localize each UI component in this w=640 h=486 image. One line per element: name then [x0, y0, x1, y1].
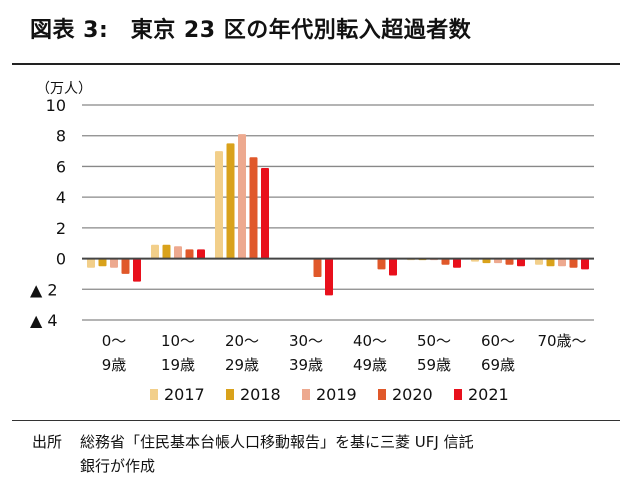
bar-2021-4 — [389, 258, 397, 276]
bar-2017-7 — [535, 258, 543, 265]
source-label: 出所 — [32, 433, 63, 451]
bar-2020-5 — [441, 258, 450, 265]
y-tick-label: 6 — [56, 157, 66, 176]
y-tick-label: 10 — [46, 96, 66, 115]
x-tick-label: 50～ — [417, 332, 451, 350]
bar-chart: 10 8 6 4 2 0 ▲ 2 ▲ 4 0～ 9歳 10～ 19歳 20～ 29歳 30～ 39歳 40～ 49… — [30, 96, 594, 404]
bar-2021-1 — [197, 249, 205, 259]
bar-2020-6 — [505, 258, 514, 265]
chart-title: 図表 3: 東京 23 区の年代別転入超過者数 — [30, 18, 472, 43]
bar-2018-1 — [162, 244, 171, 259]
y-tick-label: 8 — [56, 127, 66, 146]
bar-2018-0 — [98, 258, 107, 267]
legend-swatch-2018 — [226, 389, 234, 400]
x-tick-label: 30～ — [289, 332, 323, 350]
y-tick-label: 2 — [56, 219, 66, 238]
bar-2021-3 — [325, 258, 333, 296]
bar-2019-6 — [494, 258, 502, 264]
x-tick-label: 39歳 — [289, 356, 323, 374]
legend-label: 2019 — [316, 385, 357, 404]
bar-2019-1 — [174, 246, 182, 259]
y-tick-label: ▲ 4 — [30, 311, 58, 330]
bar-2017-1 — [151, 244, 159, 259]
legend-swatch-2020 — [378, 389, 386, 400]
x-tick-label: 20～ — [225, 332, 259, 350]
bar-2021-6 — [517, 258, 525, 267]
source-note: 出所 総務省「住民基本台帳人口移動報告」を基に三菱 UFJ 信託 銀行が作成 — [32, 430, 474, 478]
title-divider — [12, 63, 620, 65]
x-tick-label: 60～ — [481, 332, 515, 350]
y-tick-label: ▲ 2 — [30, 280, 58, 299]
bar-2020-4 — [377, 258, 386, 270]
bar-2020-7 — [569, 258, 578, 268]
bar-2021-0 — [133, 258, 141, 282]
bar-2020-0 — [121, 258, 130, 274]
x-tick-label: 19歳 — [161, 356, 195, 374]
x-tick-label: 0～ — [102, 332, 127, 350]
legend-label: 2018 — [240, 385, 281, 404]
y-axis-unit-label: （万人） — [36, 81, 92, 97]
legend-swatch-2019 — [302, 389, 310, 400]
bar-2017-2 — [215, 151, 223, 259]
x-tick-label: 59歳 — [417, 356, 451, 374]
x-tick-label: 69歳 — [481, 356, 515, 374]
bar-2019-2 — [238, 134, 246, 259]
x-tick-label: 9歳 — [102, 356, 127, 374]
legend-label: 2017 — [164, 385, 205, 404]
bar-2018-7 — [546, 258, 555, 267]
x-tick-label: 10～ — [161, 332, 195, 350]
source-text-line1: 総務省「住民基本台帳人口移動報告」を基に三菱 UFJ 信託 — [80, 433, 474, 451]
bar-2018-6 — [482, 258, 491, 264]
bar-2021-2 — [261, 167, 269, 259]
bar-2021-7 — [581, 258, 589, 270]
legend-label: 2020 — [392, 385, 433, 404]
y-tick-label: 4 — [56, 188, 66, 207]
legend-swatch-2017 — [150, 389, 158, 400]
x-tick-label: 49歳 — [353, 356, 387, 374]
footer-divider — [12, 420, 620, 421]
x-tick-label: 70歳～ — [537, 332, 586, 350]
y-tick-label: 0 — [56, 250, 66, 269]
x-tick-label: 40～ — [353, 332, 387, 350]
x-tick-label: 29歳 — [225, 356, 259, 374]
source-text-line2: 銀行が作成 — [80, 457, 156, 475]
bar-2017-0 — [87, 258, 95, 268]
bar-2020-2 — [249, 157, 258, 259]
bar-2020-3 — [313, 258, 322, 277]
legend-label: 2021 — [468, 385, 509, 404]
bar-2020-1 — [185, 249, 194, 259]
bar-2019-7 — [558, 258, 566, 267]
bar-2018-2 — [226, 143, 235, 259]
bar-2021-5 — [453, 258, 461, 268]
bar-2019-0 — [110, 258, 118, 268]
legend-swatch-2021 — [454, 389, 462, 400]
